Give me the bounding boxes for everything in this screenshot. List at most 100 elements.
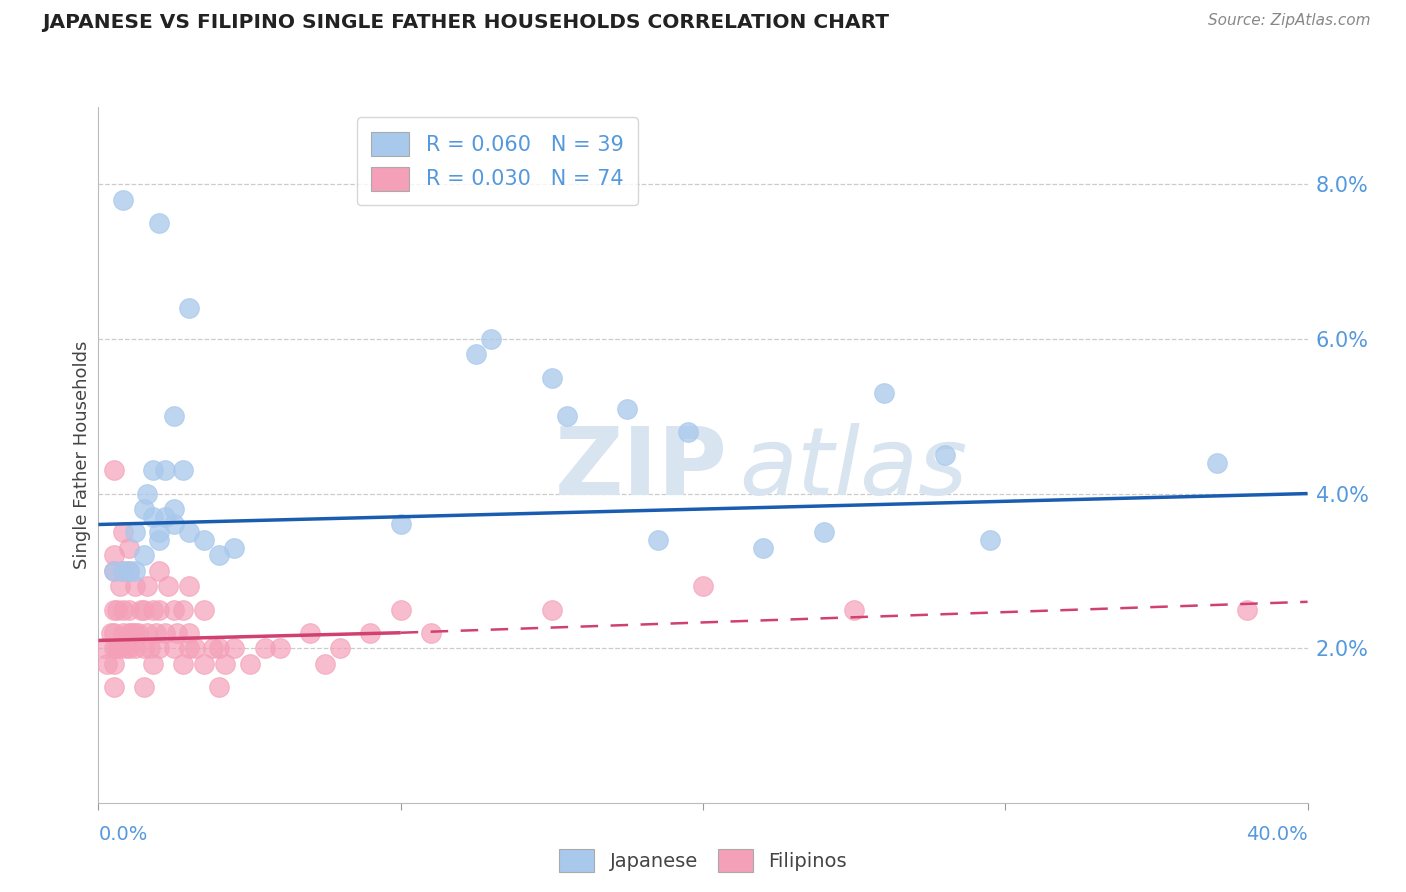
Point bbox=[224, 641, 246, 656]
Point bbox=[179, 301, 201, 315]
Point bbox=[105, 641, 128, 656]
Text: JAPANESE VS FILIPINO SINGLE FATHER HOUSEHOLDS CORRELATION CHART: JAPANESE VS FILIPINO SINGLE FATHER HOUSE… bbox=[42, 13, 889, 32]
Point bbox=[163, 409, 186, 424]
Point bbox=[979, 533, 1001, 547]
Point bbox=[139, 641, 162, 656]
Point bbox=[148, 602, 170, 616]
Point bbox=[239, 657, 262, 671]
Point bbox=[179, 625, 201, 640]
Point bbox=[142, 463, 165, 477]
Point bbox=[172, 463, 194, 477]
Point bbox=[129, 602, 152, 616]
Point bbox=[172, 657, 194, 671]
Point bbox=[111, 564, 134, 578]
Point bbox=[111, 564, 134, 578]
Point bbox=[124, 625, 146, 640]
Point bbox=[844, 602, 866, 616]
Point bbox=[124, 525, 146, 540]
Point bbox=[193, 533, 215, 547]
Point bbox=[1236, 602, 1258, 616]
Point bbox=[179, 579, 201, 593]
Point bbox=[96, 657, 118, 671]
Point bbox=[103, 564, 125, 578]
Point bbox=[103, 549, 125, 563]
Point bbox=[202, 641, 225, 656]
Point bbox=[153, 509, 176, 524]
Text: ZIP: ZIP bbox=[554, 423, 727, 515]
Point bbox=[145, 625, 167, 640]
Point bbox=[103, 680, 125, 694]
Point bbox=[172, 602, 194, 616]
Point bbox=[389, 517, 412, 532]
Point bbox=[142, 657, 165, 671]
Y-axis label: Single Father Households: Single Father Households bbox=[73, 341, 91, 569]
Point bbox=[100, 625, 122, 640]
Point bbox=[193, 602, 215, 616]
Point bbox=[153, 463, 176, 477]
Point bbox=[329, 641, 352, 656]
Point bbox=[103, 641, 125, 656]
Point bbox=[465, 347, 488, 361]
Point bbox=[114, 641, 136, 656]
Point bbox=[163, 602, 186, 616]
Point bbox=[208, 641, 231, 656]
Point bbox=[118, 641, 141, 656]
Point bbox=[103, 564, 125, 578]
Point bbox=[111, 193, 134, 207]
Point bbox=[132, 680, 155, 694]
Point bbox=[142, 509, 165, 524]
Point bbox=[208, 549, 231, 563]
Point bbox=[132, 602, 155, 616]
Point bbox=[555, 409, 578, 424]
Point bbox=[148, 533, 170, 547]
Point bbox=[103, 625, 125, 640]
Point bbox=[135, 579, 157, 593]
Point bbox=[540, 370, 562, 384]
Point bbox=[153, 625, 176, 640]
Point bbox=[118, 602, 141, 616]
Point bbox=[93, 641, 115, 656]
Point bbox=[934, 448, 956, 462]
Point bbox=[540, 602, 562, 616]
Point bbox=[163, 502, 186, 516]
Point bbox=[121, 625, 143, 640]
Point bbox=[224, 541, 246, 555]
Point bbox=[108, 641, 131, 656]
Point bbox=[124, 579, 146, 593]
Point bbox=[148, 641, 170, 656]
Point bbox=[873, 386, 896, 401]
Point bbox=[135, 625, 157, 640]
Point bbox=[647, 533, 669, 547]
Point bbox=[179, 525, 201, 540]
Legend: Japanese, Filipinos: Japanese, Filipinos bbox=[547, 838, 859, 884]
Point bbox=[111, 602, 134, 616]
Point bbox=[105, 602, 128, 616]
Point bbox=[111, 625, 134, 640]
Text: 0.0%: 0.0% bbox=[98, 825, 148, 844]
Point bbox=[148, 564, 170, 578]
Point bbox=[103, 657, 125, 671]
Point bbox=[214, 657, 236, 671]
Text: Source: ZipAtlas.com: Source: ZipAtlas.com bbox=[1208, 13, 1371, 29]
Point bbox=[108, 579, 131, 593]
Point bbox=[124, 641, 146, 656]
Point bbox=[127, 625, 149, 640]
Point bbox=[163, 517, 186, 532]
Point bbox=[166, 625, 188, 640]
Point bbox=[118, 625, 141, 640]
Point bbox=[103, 463, 125, 477]
Point bbox=[253, 641, 276, 656]
Point bbox=[481, 332, 503, 346]
Point bbox=[208, 680, 231, 694]
Point bbox=[752, 541, 775, 555]
Point bbox=[813, 525, 835, 540]
Text: atlas: atlas bbox=[740, 424, 967, 515]
Point bbox=[193, 657, 215, 671]
Point bbox=[132, 641, 155, 656]
Point bbox=[163, 641, 186, 656]
Point bbox=[299, 625, 322, 640]
Point bbox=[179, 641, 201, 656]
Point bbox=[142, 602, 165, 616]
Point bbox=[148, 525, 170, 540]
Point bbox=[135, 486, 157, 500]
